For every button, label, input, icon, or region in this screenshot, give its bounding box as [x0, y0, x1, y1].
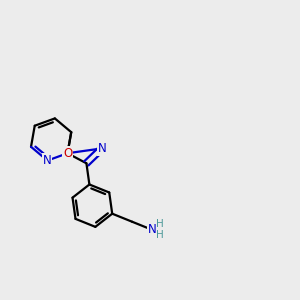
- Text: H: H: [156, 219, 164, 230]
- Text: N: N: [98, 142, 106, 155]
- Text: H: H: [156, 230, 164, 240]
- Text: N: N: [43, 154, 52, 167]
- Text: O: O: [63, 147, 72, 160]
- Text: N: N: [148, 223, 156, 236]
